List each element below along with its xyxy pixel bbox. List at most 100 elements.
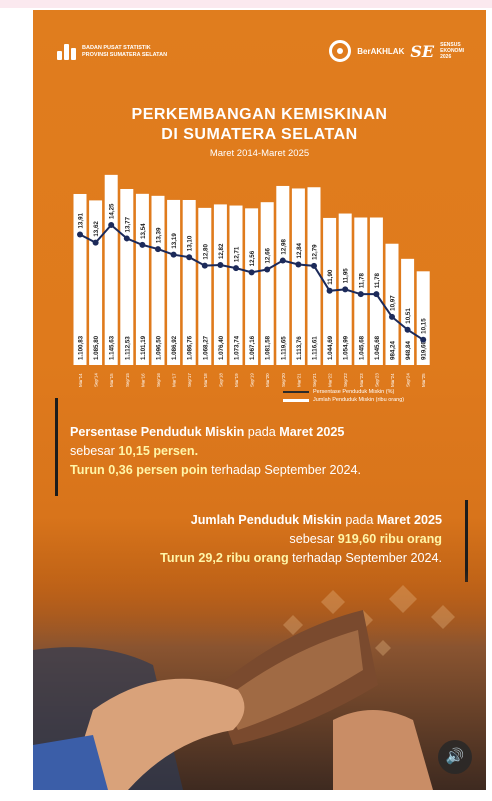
stat1-value: 10,15 persen. (118, 444, 199, 458)
bar-20 (385, 243, 399, 365)
bar-label-15: 1.116,61 (312, 336, 319, 360)
bar-11 (245, 208, 259, 365)
line-label-0: 13,91 (78, 212, 85, 228)
line-point-5 (155, 246, 161, 253)
left-hand (68, 678, 245, 790)
line-label-1: 13,62 (93, 221, 100, 237)
right-hand (333, 710, 433, 790)
wallet-photo (33, 570, 486, 790)
tick-label-1: Sep'14 (94, 373, 99, 387)
tick-label-21: Sep'24 (406, 373, 411, 387)
bar-15 (307, 187, 321, 365)
sound-toggle-button[interactable]: 🔊 (438, 740, 472, 774)
line-label-15: 12,79 (312, 244, 319, 260)
legend-line-label: Persentase Penduduk Miskin (%) (313, 389, 395, 395)
bar-7 (182, 199, 196, 365)
tick-label-2: Mar'15 (109, 373, 114, 387)
stat1-line2: sebesar 10,15 persen. (70, 442, 361, 461)
line-point-7 (186, 254, 193, 261)
berakhlak-logo: BerAKHLAK (357, 46, 405, 56)
stat1-line1: Persentase Penduduk Miskin pada Maret 20… (70, 423, 361, 442)
bar-label-20: 984,24 (390, 341, 397, 360)
stat2-value: 919,60 ribu orang (337, 532, 442, 546)
bar-label-1: 1.085,80 (93, 335, 100, 360)
line-label-16: 11,90 (327, 269, 334, 285)
line-label-9: 12,82 (218, 243, 225, 259)
line-point-15 (311, 262, 317, 269)
bar-label-10: 1.073,74 (234, 335, 241, 360)
stat1-prefix: sebesar (70, 444, 119, 458)
line-label-20: 10,97 (390, 295, 397, 311)
bar-label-11: 1.067,16 (249, 335, 256, 360)
bar-3 (120, 188, 134, 365)
line-point-9 (217, 262, 224, 269)
sensus-ekonomi-text: SENSUS EKONOMI 2026 (440, 42, 464, 60)
line-point-20 (389, 313, 395, 320)
tick-label-13: Sep'20 (281, 373, 286, 387)
bar-label-5: 1.096,50 (156, 335, 163, 360)
bar-label-6: 1.086,92 (171, 335, 178, 360)
line-label-2: 14,25 (109, 203, 116, 219)
bar-22 (416, 271, 430, 365)
line-point-22 (420, 336, 427, 343)
tick-label-22: Mar'25 (421, 373, 426, 387)
tick-label-9: Sep'18 (218, 373, 223, 387)
line-label-3: 13,77 (124, 216, 131, 232)
sensus-ekonomi-logo-icon: SE (410, 41, 435, 61)
line-label-21: 10,51 (405, 308, 412, 324)
stat2-line2: sebesar 919,60 ribu orang (160, 530, 442, 549)
line-label-8: 12,80 (202, 244, 209, 260)
stat2-comparison: terhadap September 2024. (288, 551, 442, 565)
tick-label-5: Sep'16 (156, 373, 161, 387)
chart-title-line1: PERKEMBANGAN KEMISKINAN (131, 106, 388, 123)
partner-logos: BerAKHLAK SE SENSUS EKONOMI 2026 (329, 40, 464, 62)
chart-subtitle: Maret 2014-Maret 2025 (209, 148, 310, 159)
stat-count: Jumlah Penduduk Miskin pada Maret 2025 s… (160, 511, 442, 568)
line-label-4: 13,54 (140, 223, 147, 239)
bar-label-8: 1.068,27 (202, 335, 209, 360)
stat1-change: Turun 0,36 persen poin (70, 463, 208, 477)
line-label-22: 10,15 (421, 318, 428, 334)
bar-2 (104, 174, 118, 365)
bps-name: BADAN PUSAT STATISTIK PROVINSI SUMATERA … (82, 45, 167, 59)
line-point-14 (295, 261, 302, 268)
bar-13 (276, 185, 290, 365)
line-point-16 (326, 287, 333, 294)
stat1-label: Persentase Penduduk Miskin (70, 425, 245, 439)
line-label-10: 12,71 (234, 246, 241, 262)
tick-label-16: Mar'22 (328, 373, 333, 387)
legend-bar-swatch (283, 398, 309, 402)
bar-6 (167, 199, 181, 365)
tick-label-17: Sep'22 (343, 373, 348, 387)
bar-10 (229, 205, 243, 365)
bar-8 (198, 207, 212, 365)
chart-title-line2: DI SUMATERA SELATAN (161, 126, 358, 143)
line-point-4 (139, 241, 146, 248)
berakhlak-ring-icon (329, 40, 352, 62)
bar-9 (213, 204, 227, 365)
bar-label-21: 948,84 (405, 341, 412, 360)
line-label-18: 11,78 (358, 272, 365, 288)
stat1-accent-bar (55, 398, 58, 496)
bar-4 (135, 193, 149, 365)
stat2-change: Turun 29,2 ribu orang (160, 551, 289, 565)
bar-12 (260, 202, 274, 365)
tick-label-12: Mar'20 (265, 373, 270, 387)
line-label-11: 12,56 (249, 250, 256, 266)
legend-bar-label: Jumlah Penduduk Miskin (ribu orang) (313, 397, 405, 403)
line-point-10 (233, 265, 239, 272)
line-point-6 (170, 251, 177, 258)
line-point-1 (92, 239, 99, 246)
tick-label-20: Mar'24 (390, 373, 395, 387)
chart-legend: Persentase Penduduk Miskin (%) Jumlah Pe… (283, 388, 404, 404)
legend-item-line: Persentase Penduduk Miskin (%) (283, 388, 404, 396)
stat1-connector: pada (244, 425, 280, 439)
tick-label-14: Mar'21 (296, 373, 301, 387)
bar-21 (401, 258, 415, 365)
bps-name-line1: BADAN PUSAT STATISTIK (82, 45, 151, 51)
line-point-18 (357, 291, 364, 298)
line-point-21 (404, 326, 411, 333)
line-label-5: 13,39 (156, 227, 163, 243)
stat2-connector: pada (341, 513, 377, 527)
top-strip (0, 0, 492, 8)
